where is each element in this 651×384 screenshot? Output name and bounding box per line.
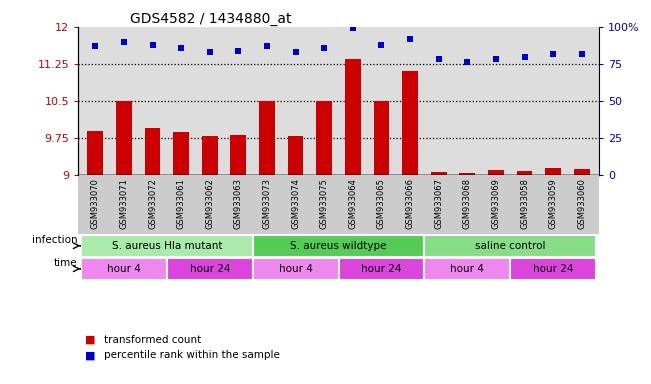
Point (348, 25, 358, 31)
Point (434, 56, 444, 63)
Bar (145, 128, 160, 175)
Bar (424, 258, 510, 280)
Text: GSM933060: GSM933060 (577, 178, 587, 229)
Text: GSM933061: GSM933061 (176, 178, 186, 229)
Point (548, 50, 559, 56)
Point (118, 39, 129, 45)
Bar (339, 258, 424, 280)
Bar (431, 172, 447, 175)
Text: ■: ■ (85, 350, 95, 360)
Bar (116, 101, 132, 175)
Point (90, 43, 100, 49)
Text: GSM933068: GSM933068 (463, 178, 472, 229)
Point (462, 60, 473, 66)
Point (262, 43, 272, 49)
Bar (517, 171, 533, 175)
Text: GSM933062: GSM933062 (205, 178, 214, 229)
Bar (259, 101, 275, 175)
Bar (81, 235, 253, 257)
Text: hour 24: hour 24 (189, 264, 230, 274)
Text: ■: ■ (85, 335, 95, 345)
Text: GSM933066: GSM933066 (406, 178, 415, 229)
Bar (510, 258, 596, 280)
Bar (288, 136, 303, 175)
Text: GSM933075: GSM933075 (320, 178, 329, 229)
Bar (402, 71, 418, 175)
Text: hour 24: hour 24 (361, 264, 402, 274)
Text: GSM933065: GSM933065 (377, 178, 386, 229)
Point (147, 41, 158, 48)
Point (204, 49, 215, 55)
Bar (253, 258, 339, 280)
Bar (424, 235, 596, 257)
Text: GSM933064: GSM933064 (348, 178, 357, 229)
Text: GSM933071: GSM933071 (119, 178, 128, 229)
Bar (316, 101, 332, 175)
Text: infection: infection (32, 235, 77, 245)
Text: GSM933072: GSM933072 (148, 178, 157, 229)
Text: GSM933073: GSM933073 (262, 178, 271, 229)
Point (577, 50, 587, 56)
Text: percentile rank within the sample: percentile rank within the sample (104, 350, 280, 360)
Text: transformed count: transformed count (104, 335, 201, 345)
Text: S. aureus wildtype: S. aureus wildtype (290, 241, 387, 251)
Bar (167, 258, 253, 280)
Text: GSM933063: GSM933063 (234, 178, 243, 229)
Point (319, 45, 329, 51)
Point (376, 41, 387, 48)
Bar (374, 101, 389, 175)
Bar (87, 131, 103, 175)
Point (233, 48, 243, 54)
Text: hour 4: hour 4 (450, 264, 484, 274)
Point (290, 49, 301, 55)
Text: hour 4: hour 4 (107, 264, 141, 274)
Bar (460, 172, 475, 175)
Text: GSM933070: GSM933070 (90, 178, 100, 229)
Bar (546, 167, 561, 175)
Point (405, 36, 415, 42)
Bar (202, 136, 217, 175)
Bar (345, 59, 361, 175)
Bar (253, 235, 424, 257)
Bar (81, 258, 167, 280)
Point (176, 45, 186, 51)
Text: saline control: saline control (475, 241, 546, 251)
Text: hour 24: hour 24 (533, 264, 574, 274)
Text: GSM933059: GSM933059 (549, 178, 558, 229)
Text: GSM933067: GSM933067 (434, 178, 443, 229)
Text: GSM933058: GSM933058 (520, 178, 529, 229)
Bar (488, 170, 504, 175)
Text: GDS4582 / 1434880_at: GDS4582 / 1434880_at (130, 12, 292, 26)
Bar (230, 134, 246, 175)
Text: GSM933069: GSM933069 (492, 178, 501, 229)
Text: GSM933074: GSM933074 (291, 178, 300, 229)
Bar (173, 132, 189, 175)
Text: S. aureus Hla mutant: S. aureus Hla mutant (111, 241, 222, 251)
Point (519, 53, 530, 60)
Text: time: time (54, 258, 77, 268)
Bar (574, 169, 590, 175)
Text: hour 4: hour 4 (279, 264, 312, 274)
Point (491, 56, 501, 63)
